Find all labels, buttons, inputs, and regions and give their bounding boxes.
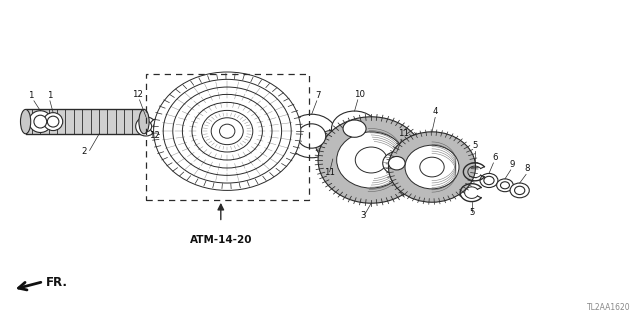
- Ellipse shape: [497, 179, 513, 192]
- Ellipse shape: [139, 109, 149, 134]
- Ellipse shape: [220, 124, 235, 138]
- Ellipse shape: [388, 156, 405, 170]
- Ellipse shape: [332, 111, 378, 146]
- Ellipse shape: [383, 152, 411, 175]
- Text: 6: 6: [492, 153, 497, 162]
- Text: TL2AA1620: TL2AA1620: [587, 303, 630, 312]
- Ellipse shape: [420, 157, 444, 177]
- Text: 1: 1: [28, 91, 33, 100]
- Ellipse shape: [150, 118, 168, 134]
- Ellipse shape: [173, 87, 282, 175]
- Ellipse shape: [47, 116, 59, 127]
- Ellipse shape: [298, 124, 326, 148]
- Text: 9: 9: [509, 160, 515, 169]
- Text: 11: 11: [324, 168, 335, 177]
- Text: 3: 3: [361, 211, 366, 220]
- Ellipse shape: [182, 94, 272, 168]
- Text: 12: 12: [132, 90, 143, 99]
- Ellipse shape: [140, 121, 152, 132]
- Ellipse shape: [515, 186, 525, 195]
- Ellipse shape: [286, 114, 337, 158]
- Ellipse shape: [316, 130, 350, 159]
- Ellipse shape: [29, 111, 52, 132]
- Ellipse shape: [192, 102, 262, 160]
- Ellipse shape: [500, 182, 509, 189]
- FancyBboxPatch shape: [26, 109, 144, 134]
- Text: 8: 8: [525, 164, 530, 173]
- Bar: [146, 74, 309, 200]
- Ellipse shape: [20, 109, 31, 134]
- Ellipse shape: [318, 117, 424, 203]
- Ellipse shape: [44, 113, 63, 131]
- Ellipse shape: [211, 118, 243, 145]
- Text: 11: 11: [397, 129, 409, 138]
- Text: 10: 10: [354, 90, 365, 99]
- Ellipse shape: [355, 147, 387, 173]
- Text: 4: 4: [433, 107, 438, 116]
- Ellipse shape: [343, 120, 366, 137]
- Ellipse shape: [163, 79, 291, 183]
- Text: 7: 7: [316, 91, 321, 100]
- Ellipse shape: [480, 173, 498, 188]
- Text: 5: 5: [472, 141, 477, 150]
- Ellipse shape: [154, 122, 164, 131]
- Text: ATM-14-20: ATM-14-20: [189, 235, 252, 245]
- Ellipse shape: [484, 176, 494, 185]
- Ellipse shape: [388, 132, 476, 202]
- Ellipse shape: [154, 72, 301, 190]
- Ellipse shape: [510, 183, 529, 198]
- Text: 2: 2: [82, 147, 87, 156]
- Ellipse shape: [337, 132, 406, 188]
- Text: 1: 1: [47, 91, 52, 100]
- Text: FR.: FR.: [46, 276, 68, 289]
- Ellipse shape: [321, 135, 344, 154]
- Text: 5: 5: [469, 208, 474, 217]
- Ellipse shape: [202, 110, 253, 152]
- Text: 12: 12: [149, 131, 161, 140]
- Ellipse shape: [34, 115, 47, 128]
- Ellipse shape: [405, 145, 459, 189]
- Ellipse shape: [136, 117, 156, 136]
